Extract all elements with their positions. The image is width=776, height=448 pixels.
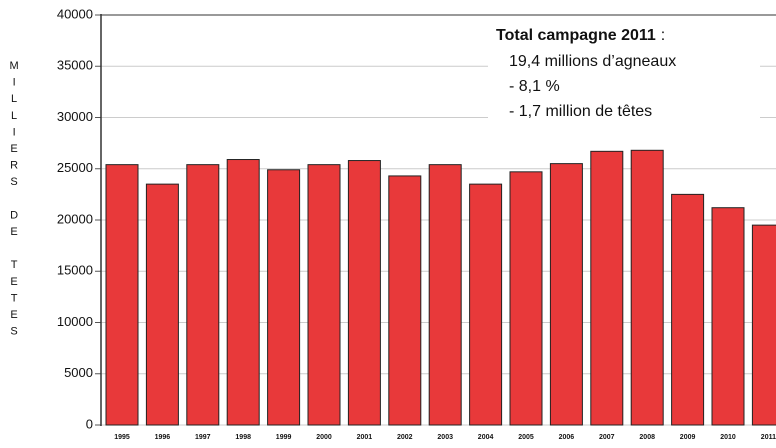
bar	[307, 164, 341, 426]
bar	[347, 160, 381, 426]
annotation-line: - 1,7 million de têtes	[509, 103, 652, 120]
y-tick-label: 30000	[57, 109, 93, 124]
y-tick-label: 10000	[57, 314, 93, 329]
y-tick-label: 40000	[57, 6, 93, 21]
x-tick-label: 2005	[518, 434, 534, 441]
x-tick-label: 2009	[680, 434, 696, 441]
bar	[388, 175, 422, 426]
bar	[590, 150, 624, 426]
x-tick-label: 2010	[720, 434, 736, 441]
bar	[711, 207, 745, 426]
annotation-title: Total campagne 2011:	[496, 27, 665, 44]
y-tick-label: 25000	[57, 160, 93, 175]
bar	[549, 163, 583, 426]
bar	[630, 149, 664, 426]
x-tick-label: 2002	[397, 434, 413, 441]
y-tick-label: 20000	[57, 211, 93, 226]
bar	[145, 183, 179, 426]
bar	[186, 164, 220, 426]
bar	[428, 164, 462, 426]
bar	[226, 159, 260, 426]
x-tick-label: 2000	[316, 434, 332, 441]
bar	[105, 164, 139, 426]
x-tick-label: 1999	[276, 434, 292, 441]
y-axis-label: MILLIERS DE TETES	[8, 60, 20, 342]
x-tick-label: 2008	[639, 434, 655, 441]
x-tick-label: 2007	[599, 434, 615, 441]
annotation-line: 19,4 millions d’agneaux	[509, 53, 676, 70]
x-tick-label: 2004	[478, 434, 494, 441]
annotation-title-bold: Total campagne 2011	[496, 27, 656, 44]
x-tick-label: 2011	[761, 434, 776, 441]
y-tick-label: 15000	[57, 263, 93, 278]
x-tick-label: 2001	[357, 434, 373, 441]
x-tick-label: 1998	[235, 434, 251, 441]
bar	[671, 193, 705, 426]
x-tick-label: 2006	[559, 434, 575, 441]
y-tick-label: 0	[86, 416, 93, 431]
x-tick-label: 1995	[114, 434, 130, 441]
y-tick-label: 5000	[64, 365, 93, 380]
bar	[267, 169, 301, 426]
bar	[751, 224, 776, 426]
x-tick-label: 2003	[437, 434, 453, 441]
y-tick-label: 35000	[57, 58, 93, 73]
x-tick-label: 1997	[195, 434, 211, 441]
bar	[469, 183, 503, 426]
annotation-background	[488, 20, 760, 125]
bar	[509, 171, 543, 426]
annotation-line: - 8,1 %	[509, 78, 560, 95]
annotation-separator: :	[661, 27, 665, 44]
x-tick-label: 1996	[155, 434, 171, 441]
